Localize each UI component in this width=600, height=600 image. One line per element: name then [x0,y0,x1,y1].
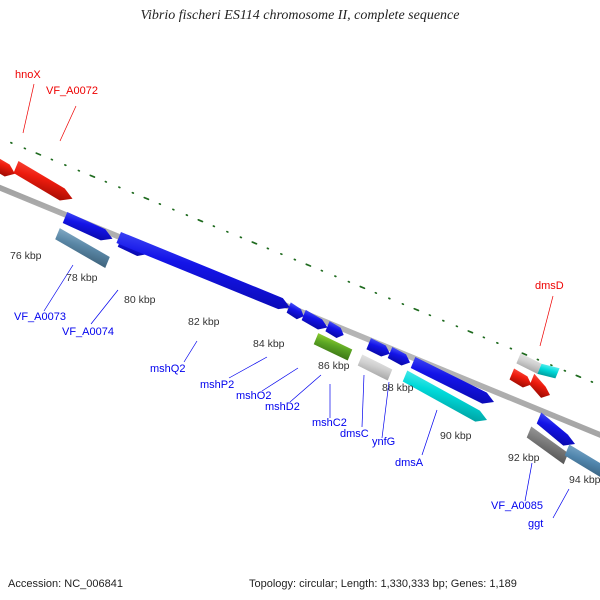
svg-text:VF_A0074: VF_A0074 [62,326,114,338]
svg-text:ggt: ggt [528,518,543,530]
svg-text:mshP2: mshP2 [200,379,234,391]
svg-text:mshQ2: mshQ2 [150,363,185,375]
svg-text:dmsC: dmsC [340,428,369,440]
svg-text:VF_A0085: VF_A0085 [491,500,543,512]
svg-text:88 kbp: 88 kbp [382,382,414,394]
svg-text:VF_A0072: VF_A0072 [46,85,98,97]
svg-text:hnoX: hnoX [15,69,41,81]
svg-text:80 kbp: 80 kbp [124,294,156,306]
svg-text:ynfG: ynfG [372,436,395,448]
svg-text:dmsA: dmsA [395,457,424,469]
svg-text:90 kbp: 90 kbp [440,430,472,442]
svg-text:mshD2: mshD2 [265,401,300,413]
svg-text:94 kbp: 94 kbp [569,474,600,486]
svg-text:VF_A0073: VF_A0073 [14,311,66,323]
svg-text:78 kbp: 78 kbp [66,272,98,284]
svg-text:dmsD: dmsD [535,280,564,292]
svg-text:84 kbp: 84 kbp [253,338,285,350]
svg-text:92 kbp: 92 kbp [508,452,540,464]
svg-text:86 kbp: 86 kbp [318,360,350,372]
svg-text:82 kbp: 82 kbp [188,316,220,328]
svg-text:76 kbp: 76 kbp [10,250,42,262]
